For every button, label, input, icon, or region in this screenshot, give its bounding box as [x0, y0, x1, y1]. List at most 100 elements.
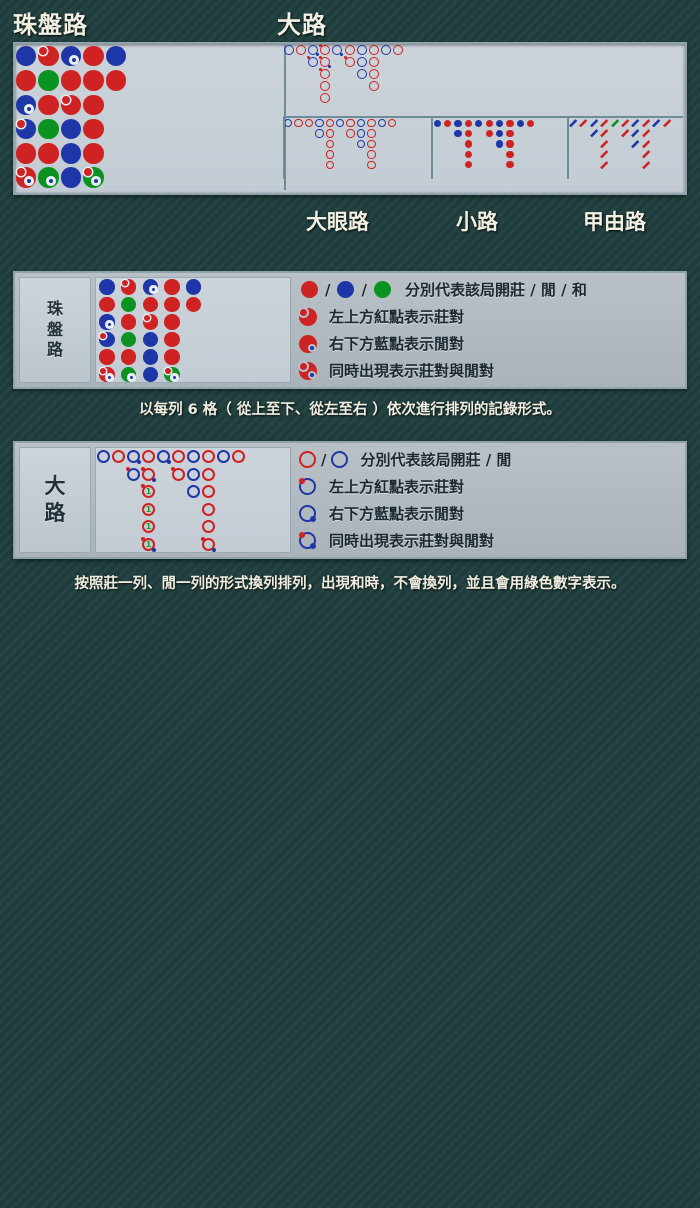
road-cell [432, 419, 442, 429]
road-cell [283, 658, 293, 668]
road-cell [568, 638, 578, 648]
ring-player [187, 450, 200, 463]
bead-marker [61, 70, 81, 90]
road-cell [568, 388, 578, 398]
ring-banker [345, 45, 355, 55]
road-cell [283, 721, 293, 731]
road-cell [96, 1131, 111, 1149]
road-cell [432, 253, 442, 263]
bead-circle-player [16, 46, 36, 66]
road-cell [96, 518, 111, 536]
ring-marker [357, 119, 365, 127]
road-cell [283, 928, 293, 938]
road-cell [96, 501, 111, 519]
bead-marker [83, 119, 103, 139]
cockroach-road-grid[interactable] [568, 118, 700, 180]
bead-circle-banker [186, 297, 202, 313]
bead-plate-grid[interactable] [15, 44, 284, 190]
ring-player [357, 129, 365, 137]
road-cell [568, 918, 578, 928]
road-cell [283, 939, 293, 949]
road-cell [283, 1145, 295, 1157]
small-road-dot-player [434, 120, 441, 127]
bead-marker [99, 349, 115, 365]
ring-banker [320, 81, 330, 91]
legend-title-char: 路 [45, 500, 66, 527]
ring-banker [388, 119, 396, 127]
road-cell [568, 606, 578, 616]
player-pair-dot [310, 516, 316, 522]
heading-bead-plate: 珠盤路 [13, 5, 88, 40]
legend-title-char: 大 [45, 473, 66, 500]
ring-marker [308, 57, 318, 67]
road-cell [568, 877, 578, 887]
road-cell [96, 711, 111, 729]
cockroach-slash-player [631, 129, 639, 137]
road-cell [568, 762, 578, 772]
road-cell [96, 1148, 111, 1166]
road-cell [283, 1060, 295, 1072]
legend-row: 左上方紅點表示莊對 [299, 303, 685, 330]
road-cell [568, 679, 578, 689]
road-cell [432, 918, 442, 928]
ring-marker [202, 538, 215, 551]
small-road-grid[interactable] [432, 118, 567, 180]
ring-marker [320, 45, 330, 55]
bead-marker [143, 314, 159, 330]
bead-marker [38, 70, 58, 90]
bead-circle-banker [164, 349, 180, 365]
road-cell [432, 679, 442, 689]
section-divider [283, 117, 285, 179]
roadmap-panel [13, 42, 687, 195]
cockroach-slash-banker [642, 129, 650, 137]
road-cell [568, 856, 578, 866]
bead-circle-player [61, 143, 81, 163]
banker-pair-dot [300, 309, 307, 316]
bead-circle-banker [38, 95, 58, 115]
road-cell [432, 897, 442, 907]
cockroach-slash-banker [600, 119, 608, 127]
cockroach-slash-player [631, 119, 639, 127]
ring-banker [305, 119, 313, 127]
ring-marker: 1 [142, 503, 155, 516]
road-cell [283, 388, 293, 398]
road-cell [568, 908, 578, 918]
road-cell [283, 762, 293, 772]
ring-marker: 1 [142, 520, 155, 533]
road-cell [96, 886, 111, 904]
road-cell [283, 1012, 295, 1024]
legend-title-char: 盤 [47, 320, 63, 340]
road-cell [568, 430, 578, 440]
road-cell [283, 1169, 295, 1181]
road-cell [15, 724, 37, 748]
ring-banker [346, 129, 354, 137]
road-cell [96, 921, 111, 939]
bead-circle-banker [16, 70, 36, 90]
road-cell [283, 419, 293, 429]
small-road-dot-banker [506, 161, 513, 168]
ring-player [284, 119, 292, 127]
road-cell [283, 689, 293, 699]
bead-marker [83, 70, 103, 90]
bead-circle-banker [83, 70, 103, 90]
ring-marker [369, 69, 379, 79]
ring-marker [294, 119, 302, 127]
bead-circle-player [61, 119, 81, 139]
player-pair-dot [340, 53, 343, 56]
big-road-grid[interactable] [283, 44, 549, 117]
legend-row: 右下方藍點表示閒對 [299, 330, 685, 357]
bead-marker [121, 367, 137, 383]
ring-banker [326, 150, 334, 158]
road-cell [283, 1048, 295, 1060]
road-cell [568, 773, 578, 783]
cockroach-slash-banker [642, 119, 650, 127]
cockroach-slash-banker [642, 140, 650, 148]
bead-circle-banker [83, 119, 103, 139]
road-cell [283, 430, 293, 440]
ring-marker [369, 81, 379, 91]
road-cell [283, 669, 293, 679]
legend-row: 同時出現表示莊對與閒對 [299, 357, 685, 384]
ring-banker [367, 119, 375, 127]
bead-circle-banker [299, 362, 317, 380]
big-eye-road-grid[interactable] [283, 118, 429, 180]
